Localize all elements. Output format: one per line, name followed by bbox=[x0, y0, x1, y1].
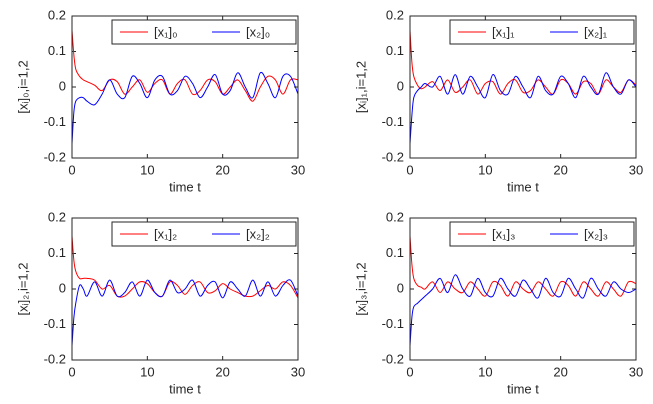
y-tick-label: 0.2 bbox=[386, 209, 404, 224]
y-tick-label: -0.2 bbox=[382, 351, 404, 366]
x-tick-label: 30 bbox=[291, 364, 305, 379]
x-tick-label: 0 bbox=[68, 162, 75, 177]
legend-label: [x₂]₃ bbox=[584, 226, 608, 241]
data-line bbox=[409, 72, 637, 144]
x-tick-label: 10 bbox=[140, 364, 154, 379]
x-tick-label: 0 bbox=[406, 364, 413, 379]
x-axis-label: time t bbox=[169, 381, 201, 396]
legend-label: [x₁]₁ bbox=[492, 24, 515, 39]
y-tick-label: 0 bbox=[397, 280, 404, 295]
y-tick-label: -0.2 bbox=[382, 149, 404, 164]
subplot: -0.2 -0.1 0 0.1 0.2 0 10 20 30 time t [xᵢ]₃,i=1,2 [… bbox=[353, 209, 643, 396]
y-tick-label: -0.1 bbox=[382, 316, 404, 331]
data-line bbox=[409, 30, 637, 95]
x-tick-label: 20 bbox=[553, 162, 567, 177]
y-tick-label: 0.1 bbox=[48, 43, 66, 58]
axes-box bbox=[71, 217, 299, 361]
y-tick-label: -0.1 bbox=[44, 114, 66, 129]
x-tick-label: 20 bbox=[553, 364, 567, 379]
y-axis-label: [xᵢ]₂,i=1,2 bbox=[15, 263, 30, 316]
data-line bbox=[71, 71, 299, 144]
y-tick-label: -0.2 bbox=[44, 149, 66, 164]
axes-box bbox=[409, 217, 637, 361]
legend-label: [x₁]₃ bbox=[492, 226, 515, 241]
x-axis-label: time t bbox=[507, 179, 539, 194]
data-line bbox=[71, 30, 299, 102]
y-tick-label: 0.1 bbox=[386, 43, 404, 58]
subplot: -0.2 -0.1 0 0.1 0.2 0 10 20 30 time t [xᵢ]₁,i=1,2 [… bbox=[353, 7, 643, 194]
data-line bbox=[409, 274, 637, 346]
y-tick-label: 0.1 bbox=[48, 245, 66, 260]
x-tick-label: 20 bbox=[215, 364, 229, 379]
x-axis-label: time t bbox=[507, 381, 539, 396]
y-tick-label: 0 bbox=[59, 280, 66, 295]
legend-label: [x₂]₁ bbox=[584, 24, 608, 39]
x-tick-label: 30 bbox=[291, 162, 305, 177]
x-tick-label: 10 bbox=[140, 162, 154, 177]
y-axis-label: [xᵢ]₃,i=1,2 bbox=[353, 262, 368, 315]
y-tick-label: 0.2 bbox=[386, 7, 404, 22]
x-tick-label: 20 bbox=[215, 162, 229, 177]
subplot: -0.2 -0.1 0 0.1 0.2 0 10 20 30 time t [xᵢ]₂,i=1,2 [… bbox=[15, 209, 305, 396]
legend-label: [x₁]₀ bbox=[154, 24, 178, 39]
y-tick-label: 0 bbox=[59, 78, 66, 93]
y-tick-label: -0.2 bbox=[44, 351, 66, 366]
axes-box bbox=[409, 15, 637, 159]
x-tick-label: 0 bbox=[68, 364, 75, 379]
y-tick-label: -0.1 bbox=[382, 114, 404, 129]
legend-label: [x₂]₂ bbox=[246, 226, 270, 241]
y-tick-label: 0.2 bbox=[48, 7, 66, 22]
x-tick-label: 0 bbox=[406, 162, 413, 177]
data-line bbox=[71, 235, 299, 299]
data-line bbox=[409, 235, 637, 297]
x-tick-label: 10 bbox=[478, 162, 492, 177]
y-tick-label: 0.1 bbox=[386, 245, 404, 260]
x-tick-label: 30 bbox=[629, 162, 643, 177]
legend-label: [x₁]₂ bbox=[154, 226, 177, 241]
x-axis-label: time t bbox=[169, 179, 201, 194]
legend-label: [x₂]₀ bbox=[246, 24, 270, 39]
subplot: -0.2 -0.1 0 0.1 0.2 0 10 20 30 time t [xᵢ]₀,i=1,2 [… bbox=[15, 7, 305, 194]
y-axis-label: [xᵢ]₁,i=1,2 bbox=[353, 61, 368, 113]
data-line bbox=[71, 279, 299, 346]
y-tick-label: -0.1 bbox=[44, 316, 66, 331]
x-tick-label: 10 bbox=[478, 364, 492, 379]
y-tick-label: 0.2 bbox=[48, 209, 66, 224]
x-tick-label: 30 bbox=[629, 364, 643, 379]
axes-box bbox=[71, 15, 299, 159]
y-axis-label: [xᵢ]₀,i=1,2 bbox=[15, 60, 30, 113]
y-tick-label: 0 bbox=[397, 78, 404, 93]
